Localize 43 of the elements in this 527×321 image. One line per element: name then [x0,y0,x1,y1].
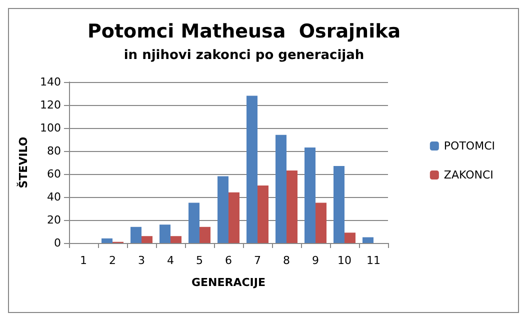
x-tick-label: 5 [196,254,203,267]
y-tick-label: 20 [47,214,61,226]
bar [102,238,112,243]
x-tick-label: 8 [283,254,290,267]
y-tick-label: 0 [54,236,61,250]
x-tick-label: 7 [254,254,261,267]
bar [142,236,152,243]
x-tick-label: 9 [312,254,319,267]
x-tick-label: 2 [109,254,116,267]
x-tick-label: 11 [366,254,380,267]
y-axis-title: ŠTEVILO [16,136,30,188]
y-tick-label: 60 [47,168,61,180]
bar [170,236,182,243]
bar [130,226,142,243]
y-tick-label: 140 [40,76,61,88]
bar [200,226,210,243]
legend-label: POTOMCI [444,140,496,152]
x-axis-title: GENERACIJE [191,276,266,289]
x-tick-label: 3 [138,254,145,267]
chart-title: Potomci Matheusa Osrajnika [87,20,401,42]
bar [218,176,228,243]
bar [258,186,268,243]
x-tick-label: 6 [225,254,232,267]
bar [286,170,298,243]
x-tick-label: 10 [338,254,352,267]
y-tick-label: 40 [47,190,61,204]
bar [334,166,344,243]
bar [344,232,356,243]
bar [188,202,200,243]
bar [362,237,374,243]
chart-subtitle: in njihovi zakonci po generacijah [124,48,364,63]
bar [276,134,286,243]
bar [160,224,170,243]
y-tick-label: 120 [40,98,61,112]
y-tick-label: 100 [40,122,61,134]
bar [304,148,316,243]
bar [316,202,326,243]
bar [228,192,240,243]
bar [246,96,258,243]
legend-label: ZAKONCI [444,168,494,182]
y-tick-label: 80 [47,144,61,158]
x-tick-label: 1 [80,254,87,267]
x-tick-label: 4 [167,254,174,267]
